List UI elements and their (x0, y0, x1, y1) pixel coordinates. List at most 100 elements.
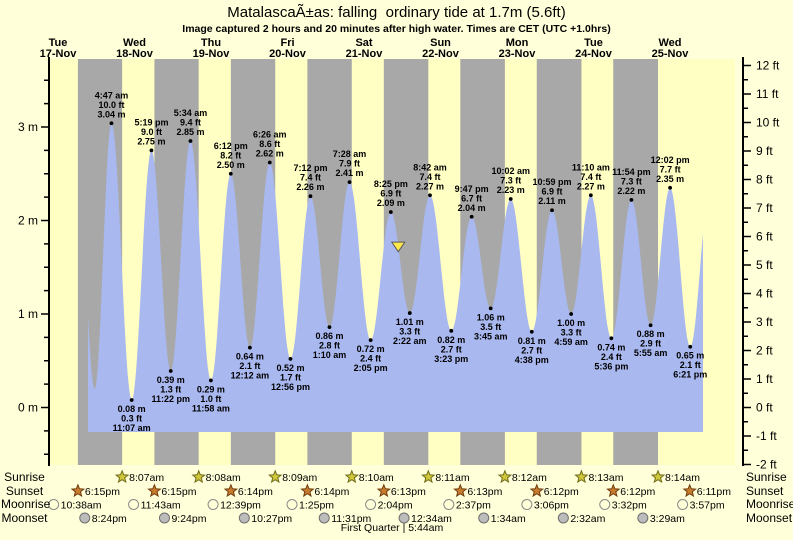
svg-text:5:55 am: 5:55 am (634, 348, 668, 358)
svg-text:17-Nov: 17-Nov (40, 48, 78, 60)
svg-text:11:31pm: 11:31pm (331, 513, 371, 525)
sunrise-star (267, 469, 283, 484)
sunrise-star (191, 469, 206, 484)
moonset-moon (478, 512, 490, 524)
almanac-icons: 8:07am 8:08am 8:09am 8:10am 8:11am 8:12am 8:13… (48, 469, 731, 525)
svg-text:3.3 ft: 3.3 ft (561, 328, 582, 338)
svg-text:10 ft: 10 ft (756, 116, 780, 130)
svg-text:3.04 m: 3.04 m (97, 109, 125, 119)
svg-text:19-Nov: 19-Nov (193, 48, 231, 60)
svg-text:1 ft: 1 ft (756, 372, 773, 386)
svg-text:3.3 ft: 3.3 ft (399, 327, 420, 337)
svg-text:7.4 ft: 7.4 ft (300, 173, 321, 183)
svg-text:Tue: Tue (49, 37, 68, 49)
svg-text:1:10 am: 1:10 am (313, 350, 347, 360)
svg-text:8:12am: 8:12am (512, 472, 547, 484)
svg-text:Thu: Thu (201, 37, 221, 49)
svg-text:Wed: Wed (658, 37, 681, 49)
svg-text:0.72 m: 0.72 m (357, 344, 385, 354)
moonset-moon (238, 512, 250, 524)
svg-text:2.11 m: 2.11 m (538, 196, 566, 206)
svg-text:1:34am: 1:34am (491, 513, 526, 525)
svg-text:1.3 ft: 1.3 ft (160, 385, 181, 395)
sunset-row-label: Sunset (5, 484, 44, 498)
page-title: MatalascaÃ±as: falling ordinary tide at … (227, 4, 566, 21)
svg-text:2.1 ft: 2.1 ft (239, 361, 260, 371)
svg-text:3:23 pm: 3:23 pm (434, 354, 468, 364)
moonset-moon (318, 512, 330, 524)
moonrise-moon (365, 499, 377, 510)
svg-text:21-Nov: 21-Nov (346, 48, 384, 60)
svg-text:8:13am: 8:13am (588, 472, 623, 484)
sunset-star (300, 483, 315, 498)
svg-text:22-Nov: 22-Nov (422, 48, 460, 60)
svg-text:Tue: Tue (584, 37, 603, 49)
moonrise-row-label: Moonrise (1, 497, 51, 511)
svg-text:9.4 ft: 9.4 ft (180, 118, 201, 128)
left-axis: 0 m 1 m 2 m 3 m (18, 57, 50, 466)
svg-text:8:09am: 8:09am (282, 472, 317, 484)
svg-text:3:45 am: 3:45 am (474, 331, 508, 341)
svg-text:8.6 ft: 8.6 ft (259, 139, 280, 149)
svg-text:2.62 m: 2.62 m (256, 149, 284, 159)
sunrise-row-label-right: Sunrise (746, 470, 787, 484)
svg-text:6:14pm: 6:14pm (238, 486, 273, 498)
svg-text:3 ft: 3 ft (756, 315, 773, 329)
moonrise-moon (677, 499, 689, 510)
svg-text:9.0 ft: 9.0 ft (141, 127, 162, 137)
sunrise-star (497, 469, 513, 484)
moonset-row-label-right: Moonset (746, 511, 793, 525)
svg-text:2.4 ft: 2.4 ft (601, 352, 622, 362)
svg-text:18-Nov: 18-Nov (116, 48, 154, 60)
svg-text:2.9 ft: 2.9 ft (640, 339, 661, 349)
svg-text:2.22 m: 2.22 m (617, 186, 645, 196)
svg-text:7.3 ft: 7.3 ft (621, 176, 642, 186)
svg-text:2.23 m: 2.23 m (497, 185, 525, 195)
svg-text:2 ft: 2 ft (756, 344, 773, 358)
svg-text:1 m: 1 m (18, 307, 38, 321)
svg-text:5:34 am: 5:34 am (174, 108, 208, 118)
svg-text:6:14pm: 6:14pm (314, 486, 349, 498)
svg-text:6:12 pm: 6:12 pm (214, 141, 248, 151)
moonrise-moon (48, 499, 60, 510)
svg-text:9 ft: 9 ft (756, 144, 773, 158)
svg-text:6.9 ft: 6.9 ft (380, 189, 401, 199)
svg-text:11 ft: 11 ft (756, 87, 779, 101)
svg-text:6:13pm: 6:13pm (467, 486, 502, 498)
svg-text:0.39 m: 0.39 m (157, 375, 185, 385)
svg-text:2.27 m: 2.27 m (577, 181, 605, 191)
svg-text:0.08 m: 0.08 m (118, 404, 146, 414)
svg-text:4 ft: 4 ft (756, 287, 773, 301)
day-headers: Tue17-NovWed18-NovThu19-NovFri20-NovSat2… (40, 37, 690, 60)
right-axis: -2 ft -1 ft 0 ft 1 ft 2 ft 3 ft 4 ft 5 ft 6 ft 7 … (742, 57, 780, 472)
sunset-star (682, 483, 697, 498)
svg-text:2.85 m: 2.85 m (176, 127, 204, 137)
svg-text:2.7 ft: 2.7 ft (521, 345, 542, 355)
svg-text:8:42 am: 8:42 am (413, 162, 447, 172)
sunset-star (376, 483, 391, 498)
moonset-moon (79, 512, 91, 524)
svg-text:6.9 ft: 6.9 ft (542, 187, 563, 197)
svg-text:8:10am: 8:10am (359, 472, 394, 484)
moonset-moon (398, 512, 410, 524)
svg-text:2:22 am: 2:22 am (393, 336, 427, 346)
svg-text:0.82 m: 0.82 m (437, 335, 465, 345)
svg-text:0.3 ft: 0.3 ft (121, 414, 142, 424)
svg-text:8:24pm: 8:24pm (92, 513, 127, 525)
svg-text:Mon: Mon (506, 37, 529, 49)
svg-text:23-Nov: 23-Nov (499, 48, 537, 60)
svg-text:7:28 am: 7:28 am (333, 149, 367, 159)
svg-text:Fri: Fri (280, 37, 294, 49)
svg-text:7.4 ft: 7.4 ft (580, 172, 601, 182)
svg-text:Sat: Sat (355, 37, 372, 49)
svg-text:2:37pm: 2:37pm (456, 499, 491, 511)
svg-text:10:27pm: 10:27pm (251, 513, 292, 525)
svg-text:11:07 am: 11:07 am (113, 423, 151, 433)
tide-water-area (88, 123, 703, 432)
svg-text:5:19 pm: 5:19 pm (134, 117, 168, 127)
svg-text:11:22 pm: 11:22 pm (151, 394, 190, 404)
sunrise-star (650, 469, 666, 484)
moonset-moon (637, 512, 649, 524)
